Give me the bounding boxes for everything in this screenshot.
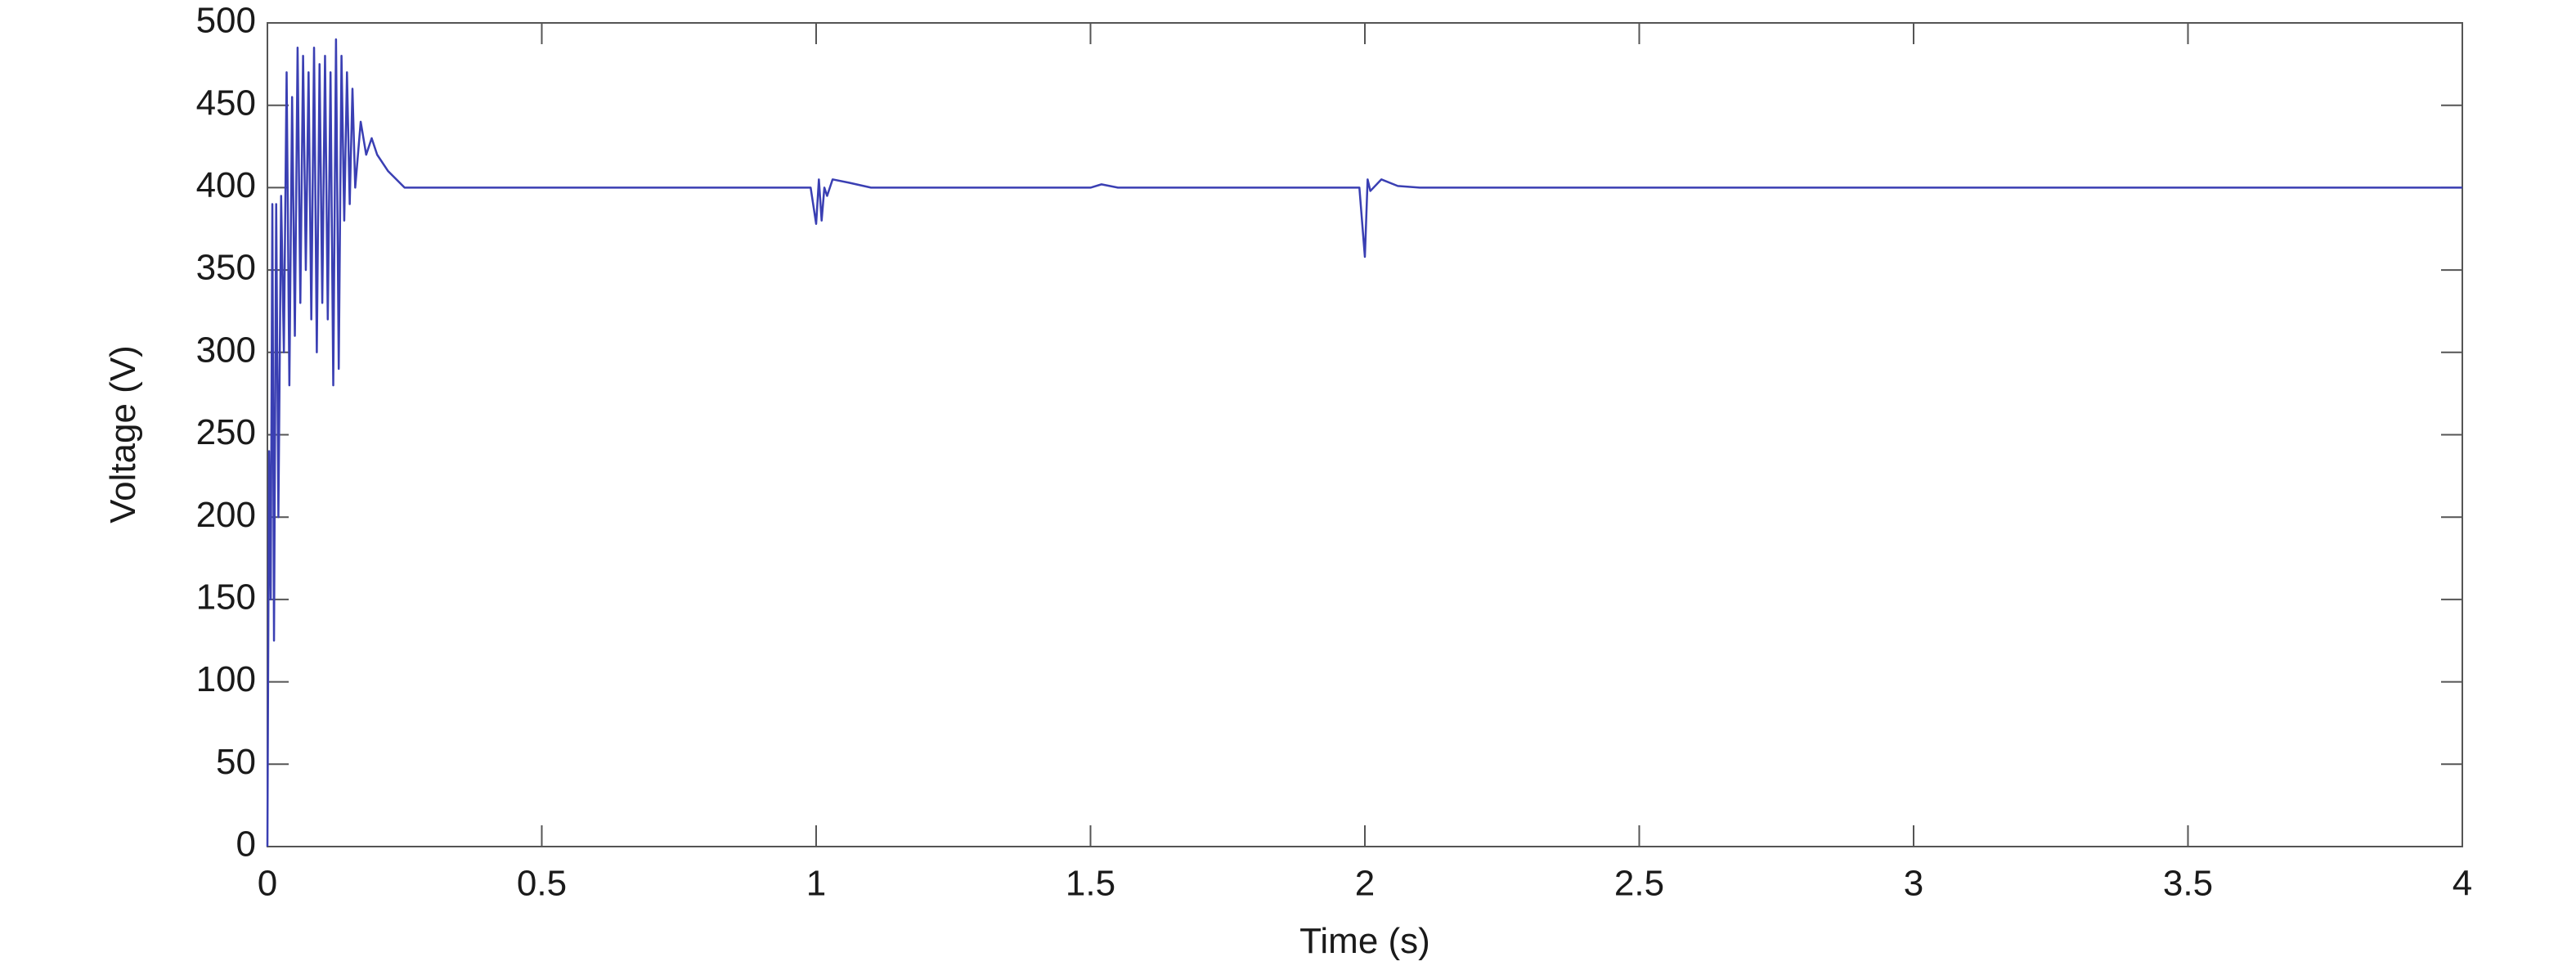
y-tick-label: 150	[196, 577, 256, 618]
x-axis-label: Time (s)	[1299, 921, 1430, 961]
x-tick-label: 0.5	[517, 864, 567, 904]
x-tick-label: 1	[806, 864, 826, 904]
y-axis-label: Voltage (V)	[103, 345, 143, 523]
y-tick-label: 100	[196, 659, 256, 699]
x-tick-label: 3	[1904, 864, 1923, 904]
data-line	[266, 38, 2462, 847]
x-tick-label: 1.5	[1066, 864, 1115, 904]
y-tick-label: 450	[196, 83, 256, 123]
plot-frame	[267, 22, 2463, 847]
x-tick-label: 0	[258, 864, 277, 904]
x-tick-label: 2.5	[1614, 864, 1664, 904]
y-tick-label: 0	[236, 824, 256, 865]
y-tick-label: 250	[196, 412, 256, 452]
y-tick-label: 300	[196, 330, 256, 370]
x-tick-label: 3.5	[2163, 864, 2213, 904]
y-tick-label: 200	[196, 495, 256, 535]
y-tick-label: 500	[196, 1, 256, 41]
x-tick-label: 2	[1355, 864, 1375, 904]
y-tick-label: 50	[216, 742, 256, 782]
y-tick-label: 350	[196, 248, 256, 288]
x-tick-label: 4	[2453, 864, 2472, 904]
y-tick-label: 400	[196, 165, 256, 205]
